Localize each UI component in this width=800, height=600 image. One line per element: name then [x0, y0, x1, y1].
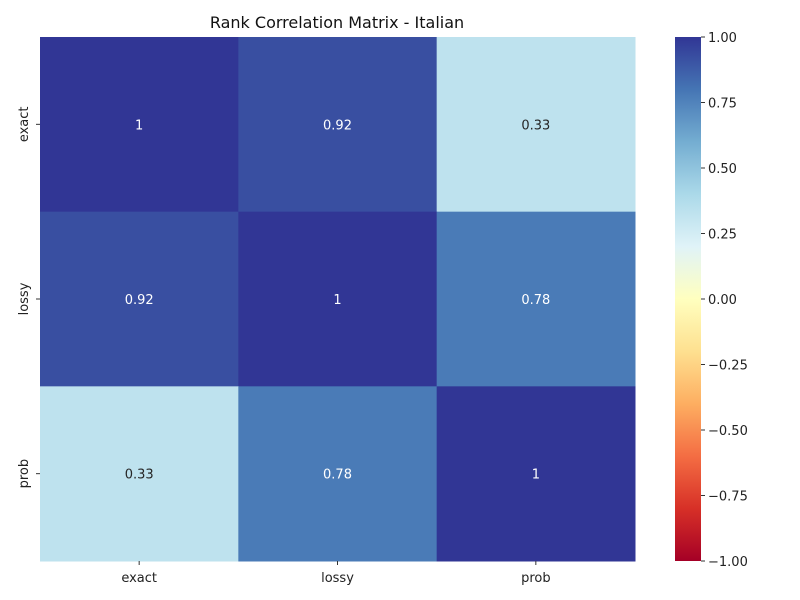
colorbar-tick-label: 0.75: [708, 97, 737, 112]
colorbar-tick-label: −0.50: [708, 424, 748, 439]
colorbar-tick-label: −0.75: [708, 490, 748, 505]
heatmap-cell: [40, 37, 239, 213]
x-tick-label: lossy: [321, 571, 354, 586]
cell-value-label: 0.33: [521, 118, 550, 133]
heatmap-cell: [40, 386, 239, 562]
x-axis: exact lossy prob: [121, 561, 551, 586]
heatmap-cell: [238, 211, 438, 387]
colorbar-axis: 1.00 0.75 0.50 0.25 0.00 −0.25 −0.50 −0.75 −1.00: [701, 31, 748, 570]
colorbar-tick-label: 1.00: [708, 31, 737, 46]
y-tick-label: lossy: [17, 282, 32, 315]
colorbar-tick-label: 0.25: [708, 228, 737, 243]
y-tick-label: exact: [17, 106, 32, 142]
heatmap-cells: 1 0.92 0.33 0.92 1 0.78 0.33 0.78 1: [40, 37, 636, 562]
colorbar-tick-label: −0.25: [708, 359, 748, 374]
heatmap-cell: [436, 386, 636, 562]
heatmap-cell: [238, 37, 438, 213]
y-axis: exact lossy prob: [17, 106, 40, 488]
heatmap-cell: [238, 386, 438, 562]
cell-value-label: 1: [135, 118, 143, 133]
heatmap-cell: [436, 211, 636, 387]
cell-value-label: 0.78: [323, 468, 352, 483]
chart-title: Rank Correlation Matrix - Italian: [210, 13, 464, 32]
x-tick-label: exact: [121, 571, 157, 586]
x-tick-label: prob: [521, 571, 551, 586]
cell-value-label: 0.92: [125, 293, 154, 308]
colorbar-tick-label: 0.50: [708, 162, 737, 177]
cell-value-label: 0.33: [125, 468, 154, 483]
heatmap-cell: [436, 37, 636, 213]
cell-value-label: 1: [532, 468, 540, 483]
colorbar: [675, 37, 701, 561]
cell-value-label: 0.92: [323, 118, 352, 133]
colorbar-tick-label: 0.00: [708, 293, 737, 308]
colorbar-tick-label: −1.00: [708, 555, 748, 570]
y-tick-label: prob: [17, 459, 32, 489]
cell-value-label: 0.78: [521, 293, 550, 308]
colorbar-gradient: [675, 37, 701, 561]
cell-value-label: 1: [333, 293, 341, 308]
heatmap-cell: [40, 211, 239, 387]
